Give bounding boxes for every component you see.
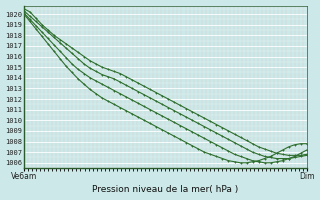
X-axis label: Pression niveau de la mer( hPa ): Pression niveau de la mer( hPa ) xyxy=(92,185,238,194)
